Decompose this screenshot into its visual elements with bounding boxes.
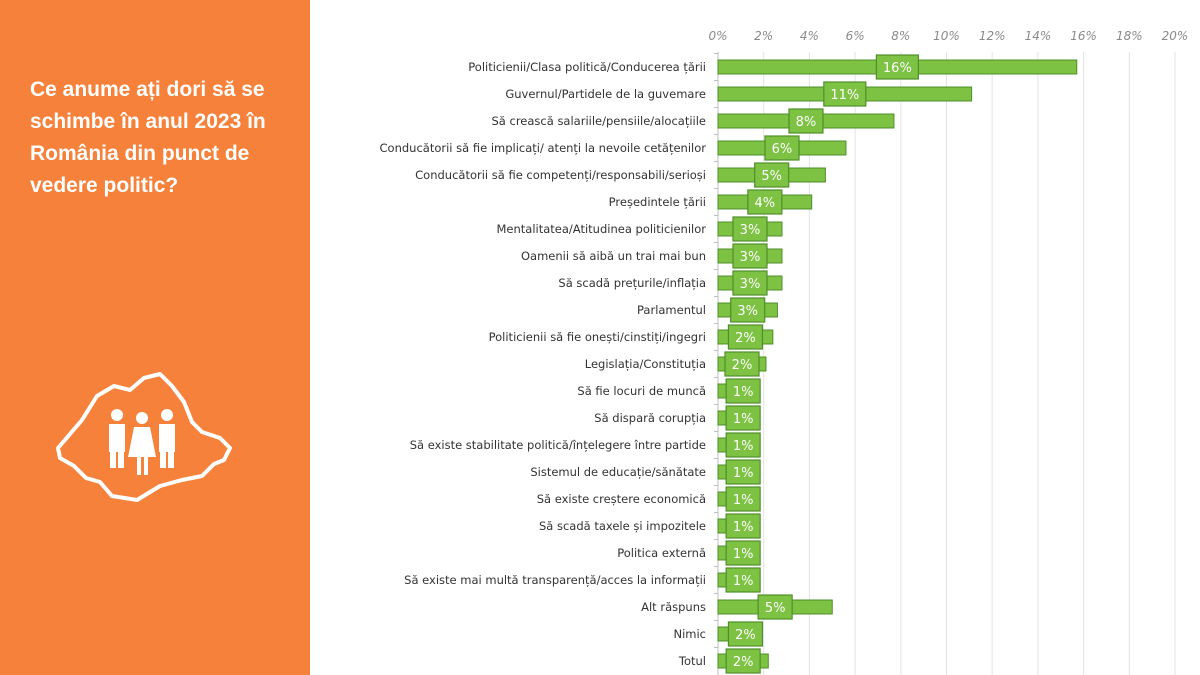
data-label: 1% bbox=[733, 574, 754, 589]
category-label: Totul bbox=[678, 654, 706, 668]
data-label-box bbox=[724, 351, 760, 377]
data-label: 5% bbox=[761, 169, 782, 184]
left-panel: Ce anume ați dori să se schimbe în anul … bbox=[0, 0, 310, 675]
category-label: Oamenii să aibă un trai mai bun bbox=[521, 249, 706, 263]
x-tick-label: 0% bbox=[708, 29, 727, 43]
category-label: Alt răspuns bbox=[641, 600, 706, 614]
data-label: 1% bbox=[733, 385, 754, 400]
data-label: 3% bbox=[740, 277, 761, 292]
x-tick-label: 10% bbox=[933, 29, 960, 43]
data-label: 1% bbox=[733, 493, 754, 508]
data-label: 2% bbox=[735, 331, 756, 346]
x-tick-label: 18% bbox=[1116, 29, 1143, 43]
data-label: 3% bbox=[737, 304, 758, 319]
data-label-box bbox=[764, 135, 800, 161]
data-label: 3% bbox=[740, 223, 761, 238]
data-label: 1% bbox=[733, 466, 754, 481]
data-label: 8% bbox=[796, 115, 817, 130]
category-label: Președintele țării bbox=[609, 195, 706, 209]
data-label: 5% bbox=[765, 601, 786, 616]
category-label: Mentalitatea/Atitudinea politicienilor bbox=[497, 222, 707, 236]
data-label: 16% bbox=[883, 61, 912, 76]
data-label: 11% bbox=[830, 88, 859, 103]
data-label: 1% bbox=[733, 439, 754, 454]
category-label: Să scadă taxele și impozitele bbox=[539, 519, 706, 533]
romania-map-people-icon bbox=[56, 372, 232, 502]
category-label: Să scadă prețurile/inflația bbox=[558, 276, 706, 290]
x-tick-label: 8% bbox=[891, 29, 910, 43]
data-label-box bbox=[747, 189, 783, 215]
data-label: 3% bbox=[740, 250, 761, 265]
category-label: Să fie locuri de muncă bbox=[577, 384, 706, 398]
x-tick-label: 6% bbox=[846, 29, 865, 43]
data-label: 1% bbox=[733, 520, 754, 535]
data-label: 1% bbox=[733, 412, 754, 427]
data-label-box bbox=[725, 513, 761, 539]
category-label: Politica externă bbox=[617, 546, 706, 560]
category-label: Să crească salariile/pensiile/alocațiile bbox=[492, 114, 707, 128]
data-label: 2% bbox=[735, 628, 756, 643]
data-label-box bbox=[730, 297, 766, 323]
x-tick-label: 12% bbox=[979, 29, 1006, 43]
x-tick-label: 2% bbox=[754, 29, 773, 43]
data-label-box bbox=[757, 594, 793, 620]
category-label: Conducătorii să fie competenți/responsab… bbox=[415, 168, 706, 182]
data-label-box bbox=[725, 459, 761, 485]
data-label-box bbox=[727, 324, 764, 350]
data-label-box bbox=[725, 540, 761, 566]
data-label-box bbox=[823, 81, 867, 107]
question-title: Ce anume ați dori să se schimbe în anul … bbox=[30, 78, 266, 197]
category-label: Parlamentul bbox=[637, 303, 706, 317]
category-label: Sistemul de educație/sănătate bbox=[530, 465, 706, 479]
x-tick-label: 14% bbox=[1025, 29, 1052, 43]
data-label: 2% bbox=[733, 655, 754, 670]
data-label-box bbox=[732, 243, 768, 269]
category-label: Să dispară corupția bbox=[594, 411, 706, 425]
data-label: 2% bbox=[732, 358, 753, 373]
x-tick-label: 16% bbox=[1070, 29, 1097, 43]
category-label: Legislația/Constituția bbox=[585, 357, 706, 371]
data-label-box bbox=[732, 216, 768, 242]
bar-chart: 0% 2% 4% 6% 8% 10% 12% 14% 16% 18% 20% Politicieni… bbox=[380, 29, 1189, 675]
data-label-box bbox=[727, 621, 764, 647]
category-label: Politicienii să fie onești/cinstiți/inge… bbox=[489, 330, 706, 344]
category-label: Să existe stabilitate politică/înțeleger… bbox=[410, 438, 706, 452]
data-label: 1% bbox=[733, 547, 754, 562]
data-label: 4% bbox=[755, 196, 776, 211]
category-label: Conducătorii să fie implicați/ atenți la… bbox=[380, 141, 707, 155]
x-tick-label: 4% bbox=[800, 29, 819, 43]
category-label: Să existe creștere economică bbox=[537, 492, 706, 506]
data-label-box bbox=[754, 162, 790, 188]
data-label-box bbox=[725, 378, 761, 404]
category-label: Guvernul/Partidele de la guvemare bbox=[505, 87, 706, 101]
data-label-box bbox=[725, 486, 761, 512]
data-label-box bbox=[725, 567, 761, 593]
category-label: Să existe mai multă transparență/acces l… bbox=[404, 573, 706, 587]
x-tick-label: 20% bbox=[1162, 29, 1189, 43]
data-label-box bbox=[725, 648, 761, 674]
data-label-box bbox=[732, 270, 768, 296]
data-label-box bbox=[788, 108, 824, 134]
data-label-box bbox=[875, 54, 919, 80]
data-label-box bbox=[725, 432, 761, 458]
data-label: 6% bbox=[772, 142, 793, 157]
category-label: Nimic bbox=[673, 627, 706, 641]
data-label-box bbox=[725, 405, 761, 431]
category-label: Politicienii/Clasa politică/Conducerea ț… bbox=[468, 60, 706, 74]
